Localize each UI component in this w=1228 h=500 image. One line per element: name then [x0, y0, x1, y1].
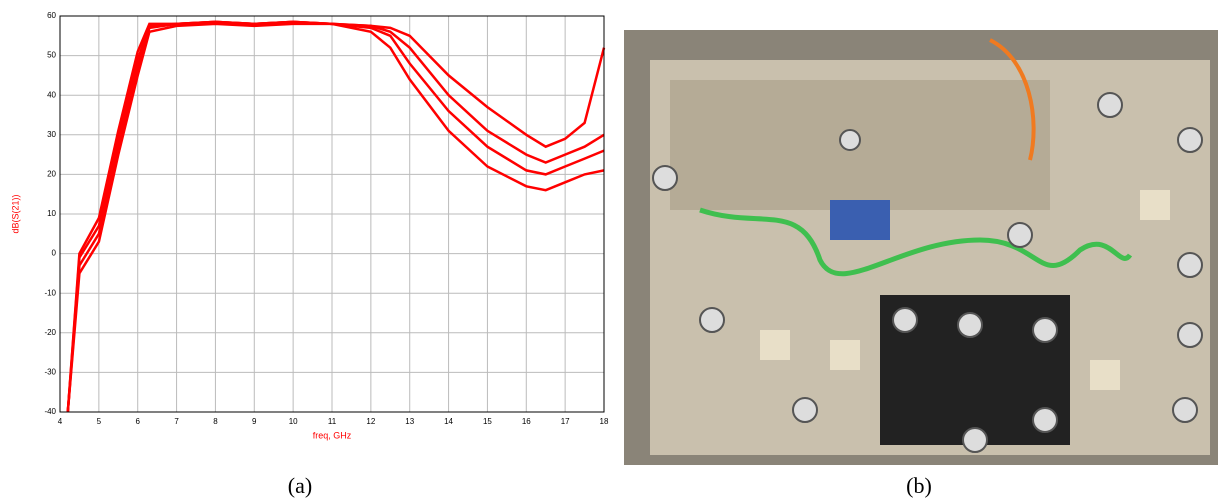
plot-frame: [59, 15, 605, 413]
curve: [66, 22, 605, 413]
x-tick-label: 17: [561, 417, 570, 426]
x-tick-label: 15: [483, 417, 492, 426]
x-tick-label: 9: [252, 417, 257, 426]
x-tick-label: 10: [289, 417, 298, 426]
x-tick-label: 7: [174, 417, 179, 426]
x-tick-label: 14: [444, 417, 453, 426]
x-tick-label: 13: [405, 417, 414, 426]
x-tick-label: 5: [97, 417, 102, 426]
y-tick-label: -40: [44, 407, 56, 416]
x-tick-label: 8: [213, 417, 218, 426]
chart-caption: (a): [288, 473, 312, 498]
y-tick-label: 0: [52, 249, 57, 258]
y-tick-label: 50: [47, 51, 56, 60]
y-tick-label: -30: [44, 368, 56, 377]
photo-caption: (b): [906, 473, 932, 498]
x-tick-label: 4: [58, 417, 63, 426]
x-tick-label: 11: [328, 417, 337, 426]
y-tick-label: -20: [44, 328, 56, 337]
y-tick-label: 40: [47, 90, 56, 99]
x-tick-label: 6: [135, 417, 140, 426]
y-tick-label: -10: [44, 288, 56, 297]
photo: [624, 30, 1218, 465]
x-axis-label: freq, GHz: [313, 430, 352, 440]
y-axis-label: dB(S(21)): [10, 194, 20, 233]
x-tick-label: 18: [600, 417, 609, 426]
y-tick-label: 30: [47, 130, 56, 139]
y-tick-label: 60: [47, 11, 56, 20]
x-tick-label: 12: [366, 417, 375, 426]
y-tick-label: 20: [47, 170, 56, 179]
x-tick-label: 16: [522, 417, 531, 426]
y-tick-label: 10: [47, 209, 56, 218]
